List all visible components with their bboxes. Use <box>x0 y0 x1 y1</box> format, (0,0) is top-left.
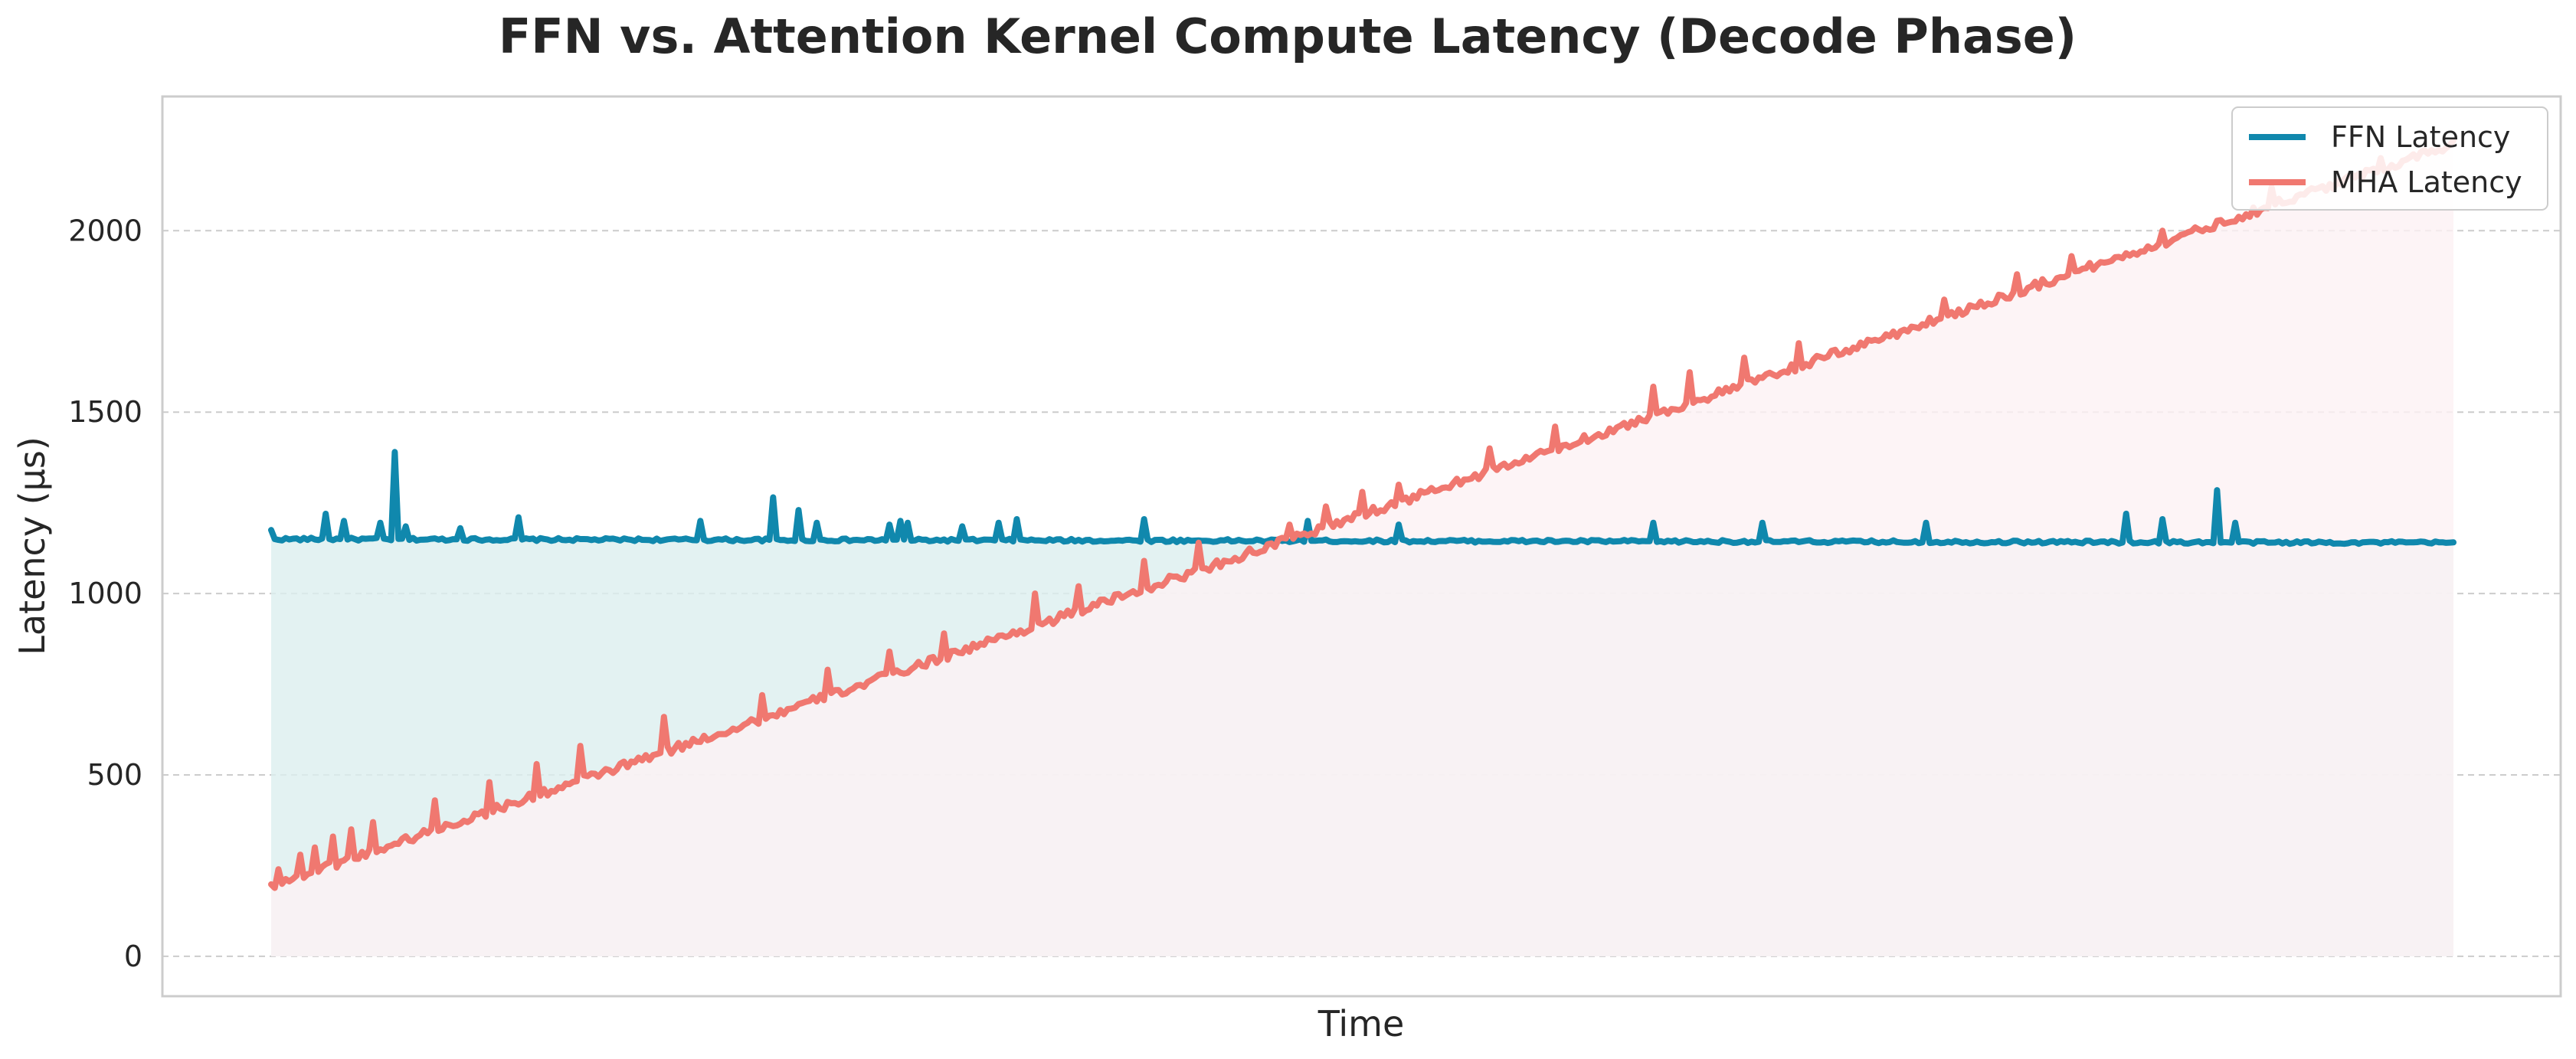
series-lines <box>268 137 2457 891</box>
series-fill-mha <box>271 140 2453 956</box>
y-tick-label-1000: 1000 <box>68 577 142 610</box>
y-axis-ticks: 0 500 1000 1500 2000 <box>68 214 142 973</box>
legend: FFN Latency MHA Latency <box>2231 106 2548 211</box>
y-tick-label-1500: 1500 <box>68 395 142 429</box>
x-axis-label: Time <box>1317 1003 1405 1044</box>
series-line-mha <box>268 137 2457 891</box>
chart-title: FFN vs. Attention Kernel Compute Latency… <box>499 8 2077 64</box>
legend-label-mha: MHA Latency <box>2331 165 2522 199</box>
legend-frame <box>2231 106 2548 211</box>
y-axis-label: Latency (µs) <box>11 436 53 655</box>
series-line-ffn <box>268 449 2457 547</box>
series-fills <box>271 140 2453 956</box>
y-tick-label-0: 0 <box>124 940 142 973</box>
y-tick-label-2000: 2000 <box>68 214 142 247</box>
y-tick-label-500: 500 <box>87 758 142 792</box>
legend-label-ffn: FFN Latency <box>2331 120 2510 154</box>
